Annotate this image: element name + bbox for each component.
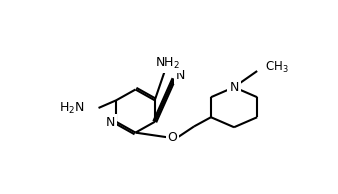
Text: H$_2$N: H$_2$N (59, 100, 85, 116)
Text: N: N (106, 116, 116, 129)
Text: NH$_2$: NH$_2$ (154, 56, 179, 71)
Text: CH$_3$: CH$_3$ (265, 60, 289, 75)
Text: O: O (168, 131, 177, 144)
Text: N: N (175, 69, 185, 82)
Text: N: N (230, 81, 239, 94)
